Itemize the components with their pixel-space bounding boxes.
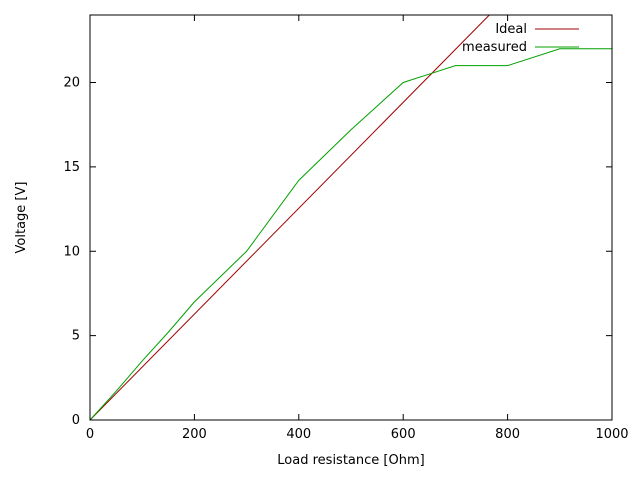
legend-label-measured: measured [462,40,527,55]
y-axis-label: Voltage [V] [14,182,29,254]
legend-label-ideal: Ideal [495,22,527,37]
x-tick-label: 200 [182,427,207,442]
y-tick-label: 20 [63,76,80,91]
x-tick-label: 600 [391,427,416,442]
x-tick-label: 0 [86,427,94,442]
y-tick-label: 5 [72,329,80,344]
plot-border [89,14,613,421]
y-tick-label: 15 [63,160,80,175]
y-tick-label: 10 [63,244,80,259]
y-tick-label: 0 [72,413,80,428]
series-line-ideal [89,14,490,421]
x-axis-label: Load resistance [Ohm] [277,453,424,468]
x-tick-label: 1000 [595,427,628,442]
x-tick-label: 400 [286,427,311,442]
series-line-measured [89,48,612,421]
x-tick-label: 800 [495,427,520,442]
